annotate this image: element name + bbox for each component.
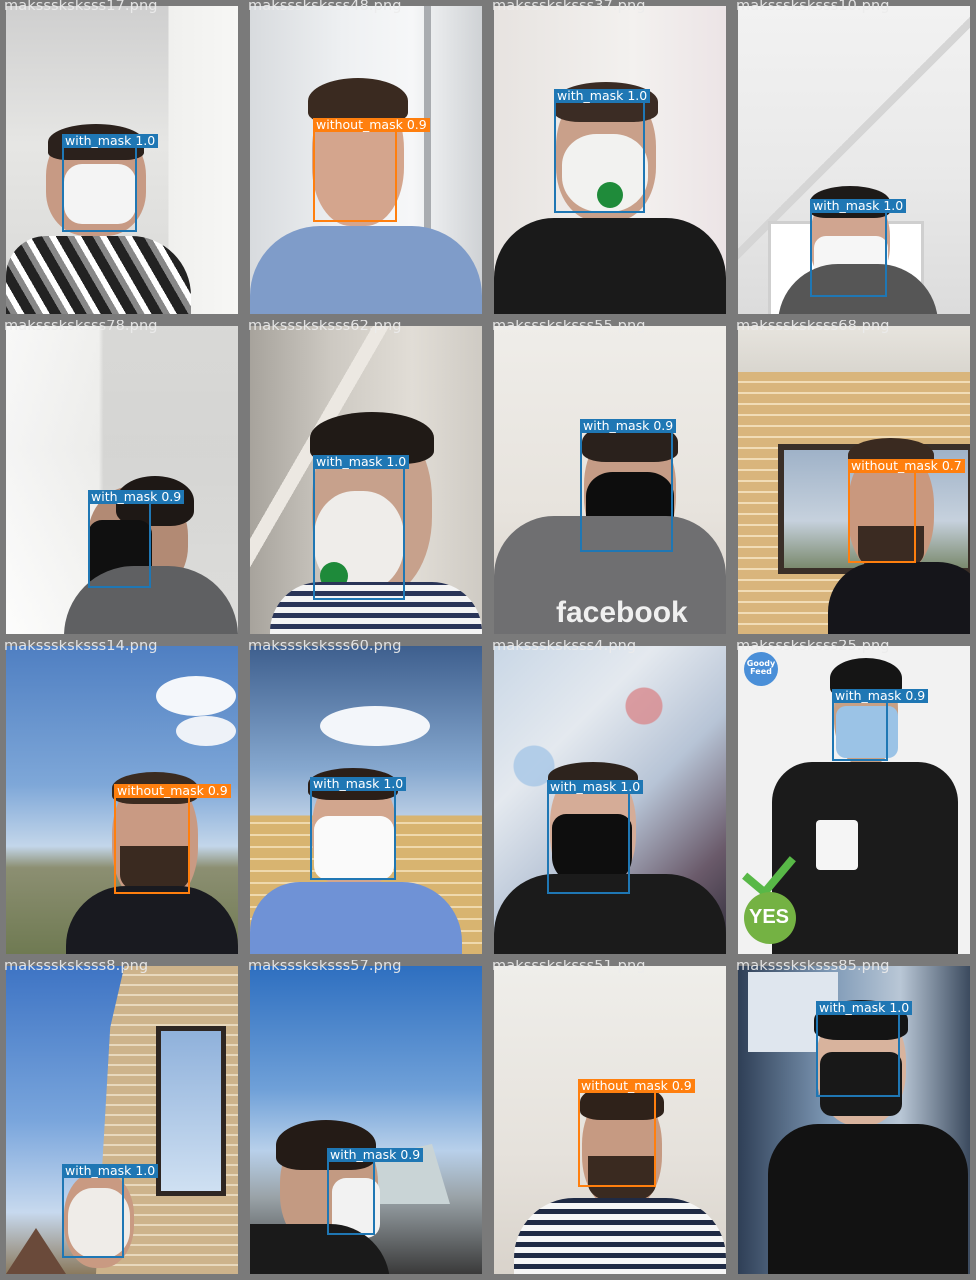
detection-label: with_mask 1.0 bbox=[810, 199, 907, 213]
filename-label: maksssksksss57.png bbox=[248, 960, 402, 974]
tile-12: Goody Feed YES maksssksksss25.png with_m… bbox=[732, 640, 976, 960]
cloud bbox=[176, 716, 236, 746]
detection-box: with_mask 1.0 bbox=[810, 199, 907, 297]
mask-valve bbox=[597, 182, 623, 208]
detection-box: without_mask 0.7 bbox=[848, 459, 965, 563]
mask bbox=[68, 1188, 130, 1258]
tile-16: maksssksksss85.png with_mask 1.0 bbox=[732, 960, 976, 1280]
tile-2: maksssksksss48.png without_mask 0.9 bbox=[244, 0, 488, 320]
cloud bbox=[156, 676, 236, 716]
tile-6: maksssksksss62.png with_mask 1.0 bbox=[244, 320, 488, 640]
tile-9: maksssksksss14.png without_mask 0.9 bbox=[0, 640, 244, 960]
filename-label: maksssksksss17.png bbox=[4, 0, 158, 14]
detection-label: with_mask 1.0 bbox=[310, 777, 407, 791]
yes-badge bbox=[744, 892, 796, 944]
tile-4: maksssksksss10.png with_mask 1.0 bbox=[732, 0, 976, 320]
filename-label: maksssksksss55.png bbox=[492, 320, 646, 334]
detection-label: with_mask 1.0 bbox=[62, 134, 159, 148]
detection-box: without_mask 0.9 bbox=[313, 118, 430, 222]
tile-14: maksssksksss57.png with_mask 0.9 bbox=[244, 960, 488, 1280]
person-shirt bbox=[66, 886, 238, 954]
detection-box: without_mask 0.9 bbox=[578, 1079, 695, 1187]
window bbox=[156, 1026, 226, 1196]
detection-box: with_mask 1.0 bbox=[62, 134, 159, 232]
detection-label: with_mask 1.0 bbox=[313, 455, 410, 469]
filename-label: maksssksksss68.png bbox=[736, 320, 890, 334]
yes-text: YES bbox=[749, 906, 790, 928]
detection-label: with_mask 1.0 bbox=[547, 780, 644, 794]
person-shirt bbox=[494, 218, 726, 314]
detection-label: without_mask 0.7 bbox=[848, 459, 965, 473]
detection-label: with_mask 1.0 bbox=[816, 1001, 913, 1015]
logo-text: Goody Feed bbox=[746, 659, 776, 676]
cloud bbox=[320, 706, 430, 746]
tile-7: facebook maksssksksss55.png with_mask 0.… bbox=[488, 320, 732, 640]
detection-label: without_mask 0.9 bbox=[313, 118, 430, 132]
filename-label: maksssksksss85.png bbox=[736, 960, 890, 974]
mask bbox=[820, 1052, 902, 1116]
beard bbox=[588, 1156, 656, 1202]
detection-label: without_mask 0.9 bbox=[114, 784, 231, 798]
detection-box: with_mask 1.0 bbox=[554, 89, 651, 213]
mask bbox=[314, 816, 394, 880]
person-shirt bbox=[6, 236, 191, 314]
detection-box: with_mask 0.9 bbox=[88, 490, 185, 588]
detection-label: with_mask 1.0 bbox=[62, 1164, 159, 1178]
filename-label: maksssksksss14.png bbox=[4, 640, 158, 654]
mask bbox=[64, 164, 136, 224]
tile-1: maksssksksss17.png with_mask 1.0 bbox=[0, 0, 244, 320]
detection-box: with_mask 1.0 bbox=[547, 780, 644, 894]
detection-label: with_mask 1.0 bbox=[554, 89, 651, 103]
detection-box: with_mask 1.0 bbox=[62, 1164, 159, 1258]
person-shirt bbox=[514, 1198, 726, 1274]
tile-15: maksssksksss51.png without_mask 0.9 bbox=[488, 960, 732, 1280]
detection-box: with_mask 0.9 bbox=[327, 1148, 424, 1235]
logo-badge bbox=[744, 652, 778, 686]
filename-label: maksssksksss78.png bbox=[4, 320, 158, 334]
tile-3: maksssksksss37.png with_mask 1.0 bbox=[488, 0, 732, 320]
tile-13: maksssksksss8.png with_mask 1.0 bbox=[0, 960, 244, 1280]
tile-8: maksssksksss68.png without_mask 0.7 bbox=[732, 320, 976, 640]
filename-label: maksssksksss37.png bbox=[492, 0, 646, 14]
shirt-text: facebook bbox=[556, 596, 688, 629]
detection-box: without_mask 0.9 bbox=[114, 784, 231, 894]
mug bbox=[816, 820, 858, 870]
detection-label: with_mask 0.9 bbox=[580, 419, 677, 433]
filename-label: maksssksksss25.png bbox=[736, 640, 890, 654]
detection-label: with_mask 0.9 bbox=[327, 1148, 424, 1162]
person-shirt bbox=[250, 882, 462, 954]
house-roof bbox=[6, 1228, 66, 1274]
person-shirt bbox=[270, 582, 482, 634]
detection-box: with_mask 1.0 bbox=[816, 1001, 913, 1097]
person-shirt bbox=[772, 762, 958, 954]
tile-10: maksssksksss60.png with_mask 1.0 bbox=[244, 640, 488, 960]
filename-label: maksssksksss8.png bbox=[4, 960, 149, 974]
filename-label: maksssksksss10.png bbox=[736, 0, 890, 14]
filename-label: maksssksksss4.png bbox=[492, 640, 637, 654]
detection-label: with_mask 0.9 bbox=[832, 689, 929, 703]
person-shirt bbox=[768, 1124, 968, 1274]
detection-label: with_mask 0.9 bbox=[88, 490, 185, 504]
filename-label: maksssksksss51.png bbox=[492, 960, 646, 974]
person-hoodie bbox=[494, 516, 726, 634]
filename-label: maksssksksss48.png bbox=[248, 0, 402, 14]
detection-box: with_mask 1.0 bbox=[310, 777, 407, 880]
tile-5: maksssksksss78.png with_mask 0.9 bbox=[0, 320, 244, 640]
detection-label: without_mask 0.9 bbox=[578, 1079, 695, 1093]
person-hair bbox=[308, 78, 408, 124]
tile-11: maksssksksss4.png with_mask 1.0 bbox=[488, 640, 732, 960]
filename-label: maksssksksss60.png bbox=[248, 640, 402, 654]
person-shirt bbox=[828, 562, 970, 634]
detection-box: with_mask 0.9 bbox=[580, 419, 677, 552]
detection-box: with_mask 0.9 bbox=[832, 689, 929, 761]
detection-box: with_mask 1.0 bbox=[313, 455, 410, 600]
person-shirt bbox=[494, 874, 726, 954]
person-shirt bbox=[250, 226, 482, 314]
filename-label: maksssksksss62.png bbox=[248, 320, 402, 334]
